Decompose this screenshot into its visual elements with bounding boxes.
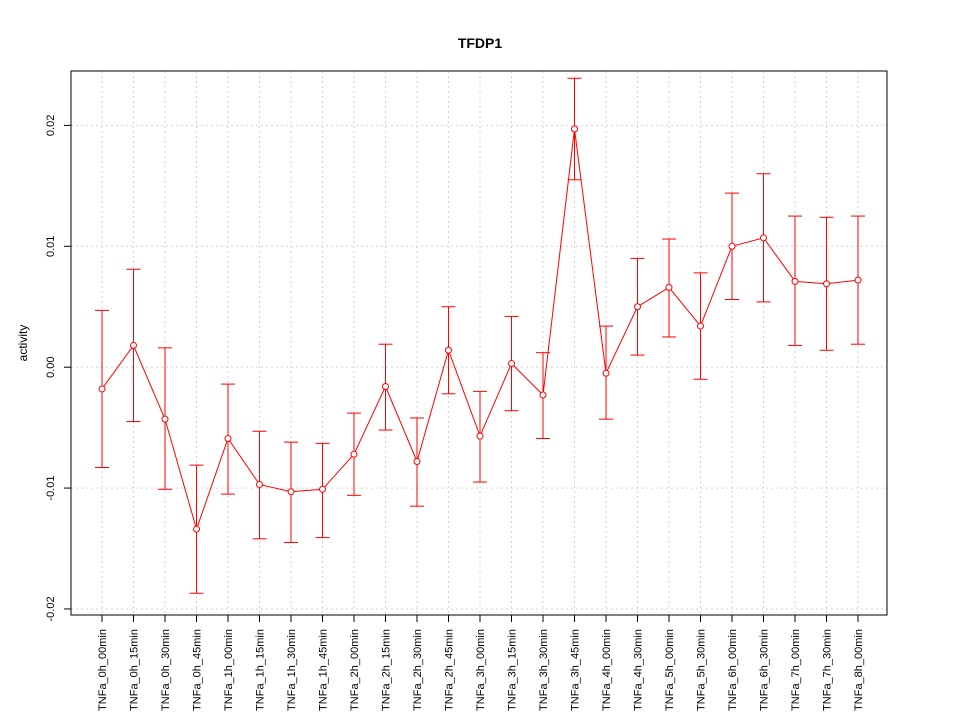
- x-tick-label: TNFa_0h_45min: [192, 629, 204, 711]
- chart-title: TFDP1: [458, 35, 503, 51]
- data-point: [697, 322, 704, 330]
- data-point: [445, 346, 452, 354]
- data-point: [350, 450, 358, 458]
- x-axis: TNFa_0h_00min TNFa_0h_15min TNFa_0h_30min T…: [97, 615, 865, 711]
- x-tick-label: TNFa_1h_30min: [286, 629, 298, 711]
- x-tick-label: TNFa_3h_00min: [475, 629, 487, 711]
- x-tick-label: TNFa_5h_00min: [664, 629, 676, 711]
- grid-lines: [71, 71, 887, 615]
- x-tick-label: TNFa_3h_30min: [538, 629, 550, 711]
- data-point: [256, 480, 263, 488]
- data-point: [602, 369, 610, 377]
- data-point: [791, 277, 799, 285]
- y-tick-label: 0.00: [45, 356, 57, 377]
- data-point: [319, 485, 326, 493]
- data-point: [98, 385, 106, 393]
- data-point: [665, 283, 673, 291]
- data-point: [193, 525, 200, 533]
- x-tick-label: TNFa_3h_15min: [507, 629, 519, 711]
- x-tick-label: TNFa_0h_00min: [97, 629, 109, 711]
- x-tick-label: TNFa_0h_15min: [129, 629, 141, 711]
- data-point: [224, 435, 232, 443]
- y-tick-label: 0.02: [45, 115, 57, 136]
- x-tick-label: TNFa_6h_30min: [759, 629, 771, 711]
- y-tick-label: -0.01: [45, 476, 57, 501]
- x-tick-label: TNFa_6h_00min: [727, 629, 739, 711]
- y-tick-label: -0.02: [45, 596, 57, 621]
- data-point: [287, 488, 295, 496]
- x-tick-label: TNFa_7h_00min: [790, 629, 802, 711]
- x-tick-label: TNFa_1h_15min: [255, 629, 267, 711]
- data-point: [854, 276, 862, 284]
- data-point: [634, 303, 641, 311]
- data-point: [760, 234, 767, 242]
- data-point: [508, 360, 515, 368]
- y-axis: -0.02 -0.01 0.00 0.01 0.02: [45, 115, 71, 621]
- x-tick-label: TNFa_0h_30min: [160, 629, 172, 711]
- x-tick-label: TNFa_8h_00min: [853, 629, 865, 711]
- x-tick-label: TNFa_1h_00min: [223, 629, 235, 711]
- x-tick-label: TNFa_7h_30min: [822, 629, 834, 711]
- series-layer: [95, 77, 865, 594]
- data-point: [571, 125, 578, 133]
- x-tick-label: TNFa_1h_45min: [318, 629, 330, 711]
- y-tick-label: 0.01: [45, 236, 57, 257]
- x-tick-label: TNFa_5h_30min: [696, 629, 708, 711]
- plot-frame: [70, 70, 888, 616]
- x-tick-label: TNFa_4h_00min: [601, 629, 613, 711]
- x-tick-label: TNFa_3h_45min: [570, 629, 582, 711]
- data-point: [382, 383, 389, 391]
- data-point: [539, 391, 547, 399]
- data-point: [823, 280, 830, 288]
- data-point: [476, 432, 484, 440]
- x-tick-label: TNFa_4h_30min: [633, 629, 645, 711]
- data-point: [161, 415, 169, 423]
- x-tick-label: TNFa_2h_00min: [349, 629, 361, 711]
- y-axis-label: activity: [16, 325, 30, 362]
- data-point: [728, 242, 736, 250]
- x-tick-label: TNFa_2h_30min: [412, 629, 424, 711]
- data-point: [130, 341, 137, 349]
- x-tick-label: TNFa_2h_45min: [444, 629, 456, 711]
- x-tick-label: TNFa_2h_15min: [381, 629, 393, 711]
- data-point: [413, 457, 421, 465]
